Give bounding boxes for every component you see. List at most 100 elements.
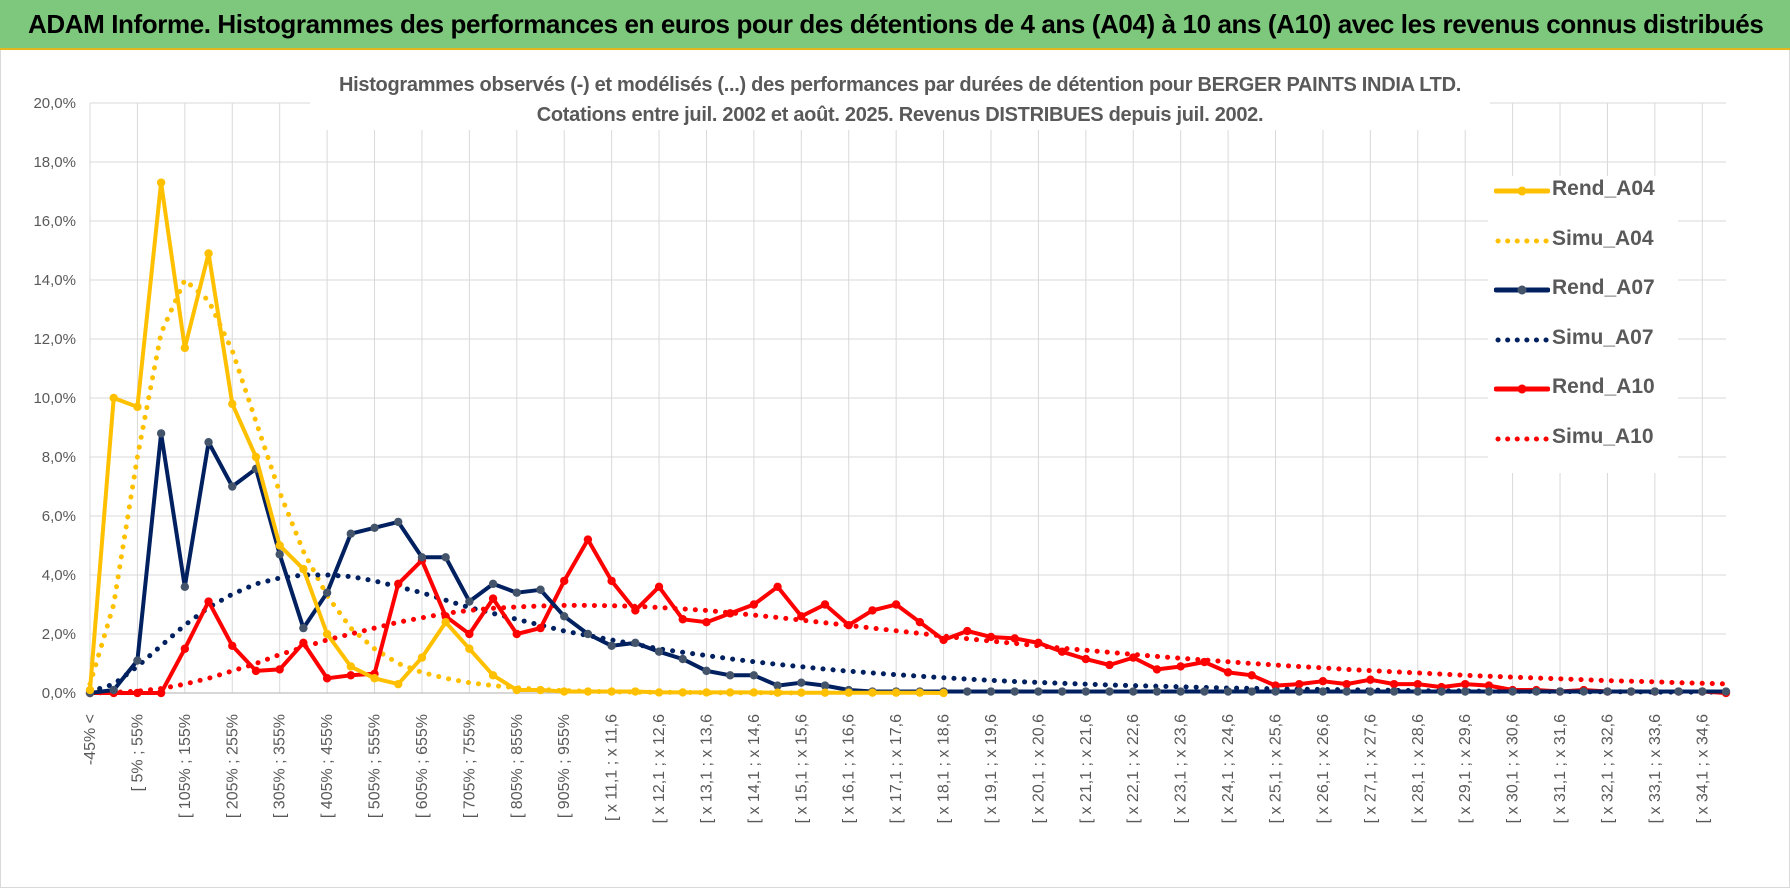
data-point-rend-a10 — [678, 615, 687, 624]
legend-item-simu-a07: Simu_A07 — [1488, 325, 1678, 375]
data-point-rend-a10 — [1081, 654, 1091, 664]
data-point-rend-a07 — [228, 482, 237, 491]
data-point-rend-a10 — [228, 641, 237, 650]
data-point-rend-a07 — [631, 638, 640, 648]
legend-label-rend-a04: Rend_A04 — [1552, 177, 1655, 200]
data-point-rend-a07 — [702, 666, 711, 676]
x-tick-label: [ 205% ; 255% — [224, 714, 241, 818]
x-tick-label: [ x 34,1 ; x 34,6 — [1694, 714, 1711, 824]
data-point-rend-a07 — [488, 579, 498, 589]
data-point-rend-a07 — [1295, 687, 1304, 696]
y-tick-label: 18,0% — [33, 154, 76, 171]
data-point-rend-a04 — [275, 541, 284, 550]
x-tick-label: [ x 18,1 ; x 18,6 — [936, 714, 953, 824]
y-tick-label: 14,0% — [33, 272, 76, 289]
x-tick-label: [ x 21,1 ; x 21,6 — [1078, 714, 1095, 824]
legend-swatch-simu-a04 — [1495, 238, 1550, 243]
x-tick-label: [ x 14,1 ; x 14,6 — [746, 714, 763, 824]
data-point-rend-a10 — [299, 638, 308, 648]
data-point-rend-a07 — [773, 681, 782, 690]
data-point-rend-a10 — [891, 600, 901, 609]
data-point-rend-a07 — [1389, 687, 1399, 696]
x-tick-label: [ x 30,1 ; x 30,6 — [1505, 714, 1522, 824]
data-point-rend-a04 — [417, 653, 427, 662]
data-point-rend-a07 — [275, 550, 284, 559]
data-point-rend-a04 — [654, 688, 664, 697]
data-point-rend-a07 — [1579, 687, 1588, 696]
data-point-rend-a07 — [797, 678, 806, 687]
data-point-rend-a10 — [275, 665, 284, 674]
data-point-rend-a10 — [1342, 679, 1351, 689]
data-point-rend-a07 — [725, 671, 735, 680]
x-tick-label: [ 805% ; 855% — [509, 714, 526, 818]
data-point-rend-a07 — [1460, 687, 1470, 696]
x-tick-label: [ x 11,1 ; x 11,6 — [604, 714, 621, 821]
data-point-rend-a04 — [370, 674, 379, 683]
data-point-rend-a07 — [1484, 687, 1494, 696]
data-point-rend-a04 — [773, 688, 782, 697]
data-point-rend-a07 — [1105, 687, 1114, 696]
data-point-rend-a04 — [915, 688, 925, 697]
data-point-rend-a07 — [820, 681, 830, 690]
data-point-rend-a10 — [915, 618, 925, 627]
legend-swatch-simu-a07 — [1495, 337, 1550, 342]
data-point-rend-a10 — [844, 620, 853, 630]
x-tick-label: [ x 22,1 ; x 22,6 — [1125, 714, 1142, 824]
data-point-rend-a04 — [583, 687, 593, 696]
data-point-rend-a10 — [773, 582, 782, 591]
data-point-rend-a04 — [251, 452, 261, 462]
data-point-rend-a10 — [986, 632, 996, 642]
data-point-rend-a10 — [725, 609, 735, 618]
data-point-rend-a04 — [441, 618, 450, 627]
data-point-rend-a10 — [583, 535, 593, 544]
data-point-rend-a07 — [678, 654, 687, 664]
data-point-rend-a07 — [1603, 687, 1612, 696]
chart-legend: Rend_A04 Simu_A04 Rend_A07 Simu_A07 Rend… — [1488, 176, 1678, 473]
x-tick-label: [ x 31,1 ; x 31,6 — [1552, 714, 1569, 824]
data-point-rend-a10 — [607, 576, 616, 586]
data-point-rend-a07 — [583, 629, 593, 639]
data-point-rend-a07 — [1081, 687, 1091, 696]
data-point-rend-a10 — [251, 666, 261, 676]
legend-swatch-rend-a07 — [1494, 285, 1550, 295]
data-point-rend-a10 — [156, 688, 166, 698]
data-point-rend-a04 — [228, 399, 237, 409]
data-point-rend-a04 — [133, 402, 142, 412]
data-point-rend-a07 — [441, 553, 450, 562]
data-point-rend-a10 — [702, 618, 711, 627]
data-point-rend-a10 — [441, 612, 450, 621]
legend-item-simu-a04: Simu_A04 — [1488, 226, 1678, 276]
data-point-rend-a10 — [1200, 657, 1209, 667]
data-point-rend-a10 — [346, 671, 356, 680]
data-point-rend-a04 — [465, 644, 474, 653]
data-point-rend-a10 — [1460, 679, 1470, 689]
x-tick-label: [ x 13,1 ; x 13,6 — [698, 714, 715, 824]
data-point-rend-a04 — [156, 178, 166, 187]
series-layer — [85, 178, 1731, 698]
data-point-rend-a10 — [868, 606, 877, 615]
data-point-rend-a10 — [1366, 675, 1375, 684]
data-point-rend-a07 — [1437, 687, 1446, 696]
legend-item-rend-a04: Rend_A04 — [1488, 176, 1678, 226]
legend-label-simu-a10: Simu_A10 — [1552, 424, 1654, 448]
data-point-rend-a07 — [1129, 687, 1138, 696]
data-point-rend-a10 — [1223, 668, 1233, 677]
data-point-rend-a10 — [322, 674, 332, 683]
data-point-rend-a04 — [204, 249, 213, 258]
data-point-rend-a10 — [654, 582, 664, 591]
x-tick-label: [ 705% ; 755% — [461, 714, 478, 818]
x-tick-label: [ x 20,1 ; x 20,6 — [1030, 714, 1047, 824]
data-point-rend-a04 — [560, 687, 569, 696]
data-point-rend-a07 — [1176, 687, 1185, 696]
header-bar: ADAM Informe. Histogrammes des performan… — [0, 0, 1790, 50]
data-point-rend-a04 — [820, 688, 830, 697]
data-point-rend-a07 — [1555, 687, 1565, 696]
data-point-rend-a10 — [820, 600, 830, 609]
data-point-rend-a10 — [488, 594, 498, 603]
legend-item-rend-a07: Rend_A07 — [1488, 275, 1678, 325]
legend-item-rend-a10: Rend_A10 — [1488, 374, 1678, 424]
data-point-rend-a07 — [1010, 687, 1019, 696]
data-point-rend-a10 — [1010, 634, 1019, 643]
data-point-rend-a04 — [844, 688, 853, 697]
chart-title-line-1: Histogrammes observés (-) et modélisés (… — [338, 74, 1462, 96]
